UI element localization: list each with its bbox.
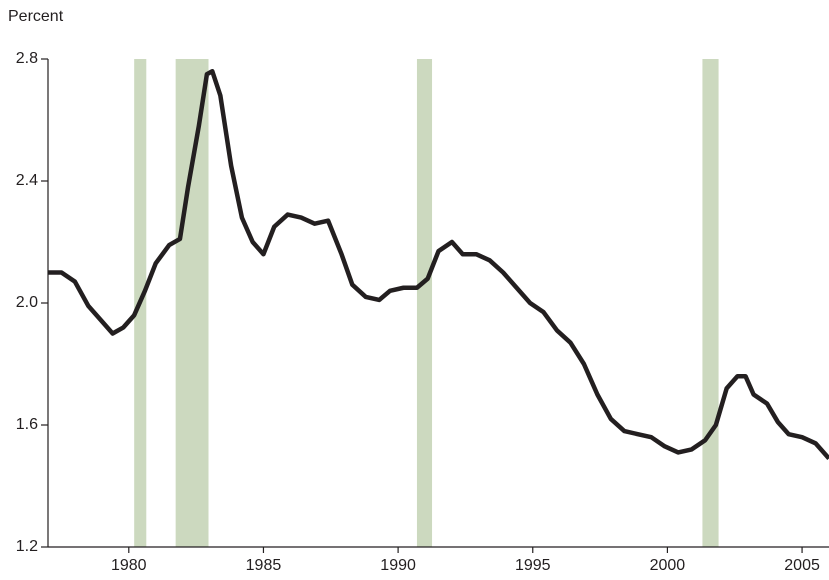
y-tick-label: 1.2 bbox=[16, 538, 38, 555]
y-tick-label: 2.0 bbox=[16, 294, 38, 311]
x-tick-label: 1995 bbox=[515, 557, 551, 574]
x-tick-label: 1990 bbox=[380, 557, 416, 574]
y-tick-label: 1.6 bbox=[16, 416, 38, 433]
x-tick-label: 2000 bbox=[650, 557, 686, 574]
data-line bbox=[48, 68, 829, 461]
recession-band bbox=[175, 59, 209, 547]
x-tick-label: 2005 bbox=[784, 557, 820, 574]
x-tick-label: 1985 bbox=[246, 557, 282, 574]
y-axis-label: Percent bbox=[8, 8, 64, 25]
y-tick-label: 2.8 bbox=[16, 50, 38, 67]
y-tick-label: 2.4 bbox=[16, 172, 38, 189]
x-tick-label: 1980 bbox=[111, 557, 147, 574]
recession-band bbox=[416, 59, 433, 547]
recession-band bbox=[702, 59, 719, 547]
